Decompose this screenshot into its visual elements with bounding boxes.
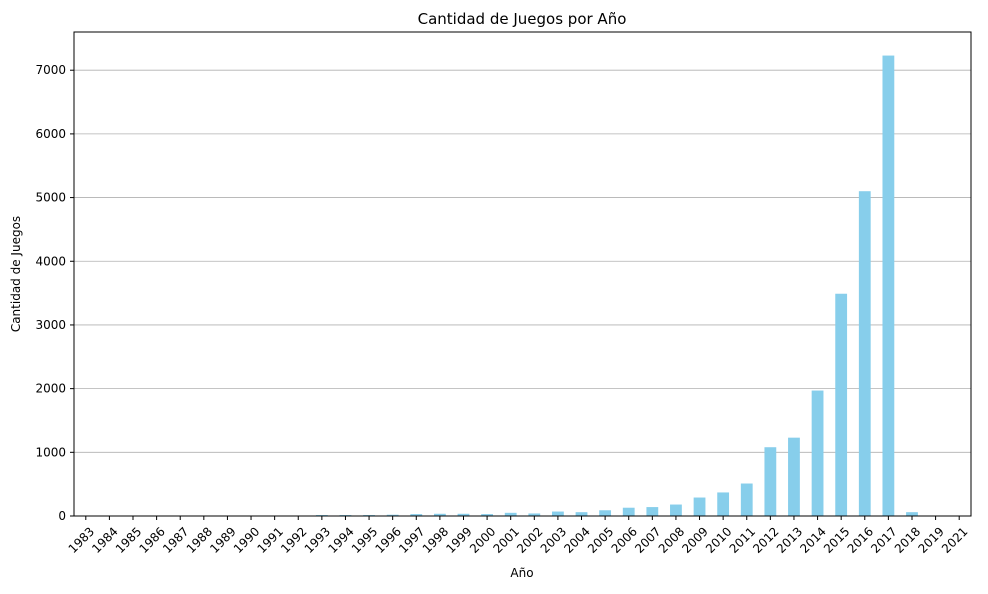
x-tick-label: 1985 (113, 524, 144, 555)
bar-2017 (882, 56, 894, 516)
x-tick-label: 1988 (184, 524, 215, 555)
bar-2018 (906, 512, 918, 516)
x-tick-label: 2017 (868, 524, 899, 555)
x-tick-label: 1986 (136, 524, 167, 555)
x-tick-label: 1991 (254, 524, 285, 555)
bar-2016 (859, 191, 871, 516)
bar-2011 (741, 484, 753, 516)
y-axis: 0 1000 2000 3000 4000 5000 6000 7000 (35, 63, 74, 523)
bar-2013 (788, 438, 800, 516)
x-tick-label: 2009 (679, 524, 710, 555)
bar-2012 (764, 447, 776, 516)
x-tick-label: 2014 (797, 524, 828, 555)
x-axis-label: Año (510, 566, 533, 580)
x-tick-label: 1992 (278, 524, 309, 555)
y-axis-label: Cantidad de Juegos (9, 216, 23, 332)
x-tick-label: 1997 (396, 524, 427, 555)
bar-2015 (835, 294, 847, 516)
chart-title: Cantidad de Juegos por Año (418, 10, 627, 28)
x-tick-label: 2016 (845, 524, 876, 555)
x-tick-label: 2006 (609, 524, 640, 555)
bar-2005 (599, 510, 611, 516)
y-tick-label: 2000 (35, 382, 66, 396)
x-tick-label: 2005 (585, 524, 616, 555)
x-tick-label: 1996 (373, 524, 404, 555)
x-tick-label: 2021 (939, 524, 970, 555)
x-tick-label: 1987 (160, 524, 191, 555)
y-tick-label: 5000 (35, 191, 66, 205)
y-tick-label: 7000 (35, 63, 66, 77)
x-tick-label: 1994 (325, 524, 356, 555)
bar-2004 (576, 512, 588, 516)
x-tick-label: 1983 (66, 524, 97, 555)
x-tick-label: 1999 (443, 524, 474, 555)
x-tick-label: 1998 (420, 524, 451, 555)
bar-2007 (646, 507, 658, 516)
x-tick-label: 1989 (207, 524, 238, 555)
x-tick-label: 2015 (821, 524, 852, 555)
y-tick-label: 6000 (35, 127, 66, 141)
bar-2006 (623, 508, 635, 516)
x-tick-label: 2007 (632, 524, 663, 555)
x-tick-label: 2013 (774, 524, 805, 555)
x-tick-label: 2018 (892, 524, 923, 555)
x-tick-label: 2010 (703, 524, 734, 555)
y-tick-label: 0 (58, 509, 66, 523)
y-tick-label: 1000 (35, 445, 66, 459)
x-tick-label: 2004 (561, 524, 592, 555)
y-tick-label: 4000 (35, 254, 66, 268)
y-tick-label: 3000 (35, 318, 66, 332)
bar-2008 (670, 505, 682, 516)
x-tick-label: 2008 (656, 524, 687, 555)
x-tick-label: 2011 (727, 524, 758, 555)
x-tick-label: 1990 (231, 524, 262, 555)
x-tick-label: 2001 (491, 524, 522, 555)
x-tick-label: 2012 (750, 524, 781, 555)
bar-2014 (812, 391, 824, 516)
bar-2003 (552, 512, 564, 516)
x-tick-label: 1993 (302, 524, 333, 555)
bars (80, 56, 965, 516)
x-tick-label: 1995 (349, 524, 380, 555)
x-tick-label: 2003 (538, 524, 569, 555)
x-tick-label: 2002 (514, 524, 545, 555)
bar-2010 (717, 492, 729, 516)
x-tick-label: 1984 (89, 524, 120, 555)
bar-2009 (694, 498, 706, 516)
x-axis: 1983198419851986198719881989199019911992… (66, 516, 971, 556)
x-tick-label: 2000 (467, 524, 498, 555)
x-tick-label: 2019 (915, 524, 946, 555)
